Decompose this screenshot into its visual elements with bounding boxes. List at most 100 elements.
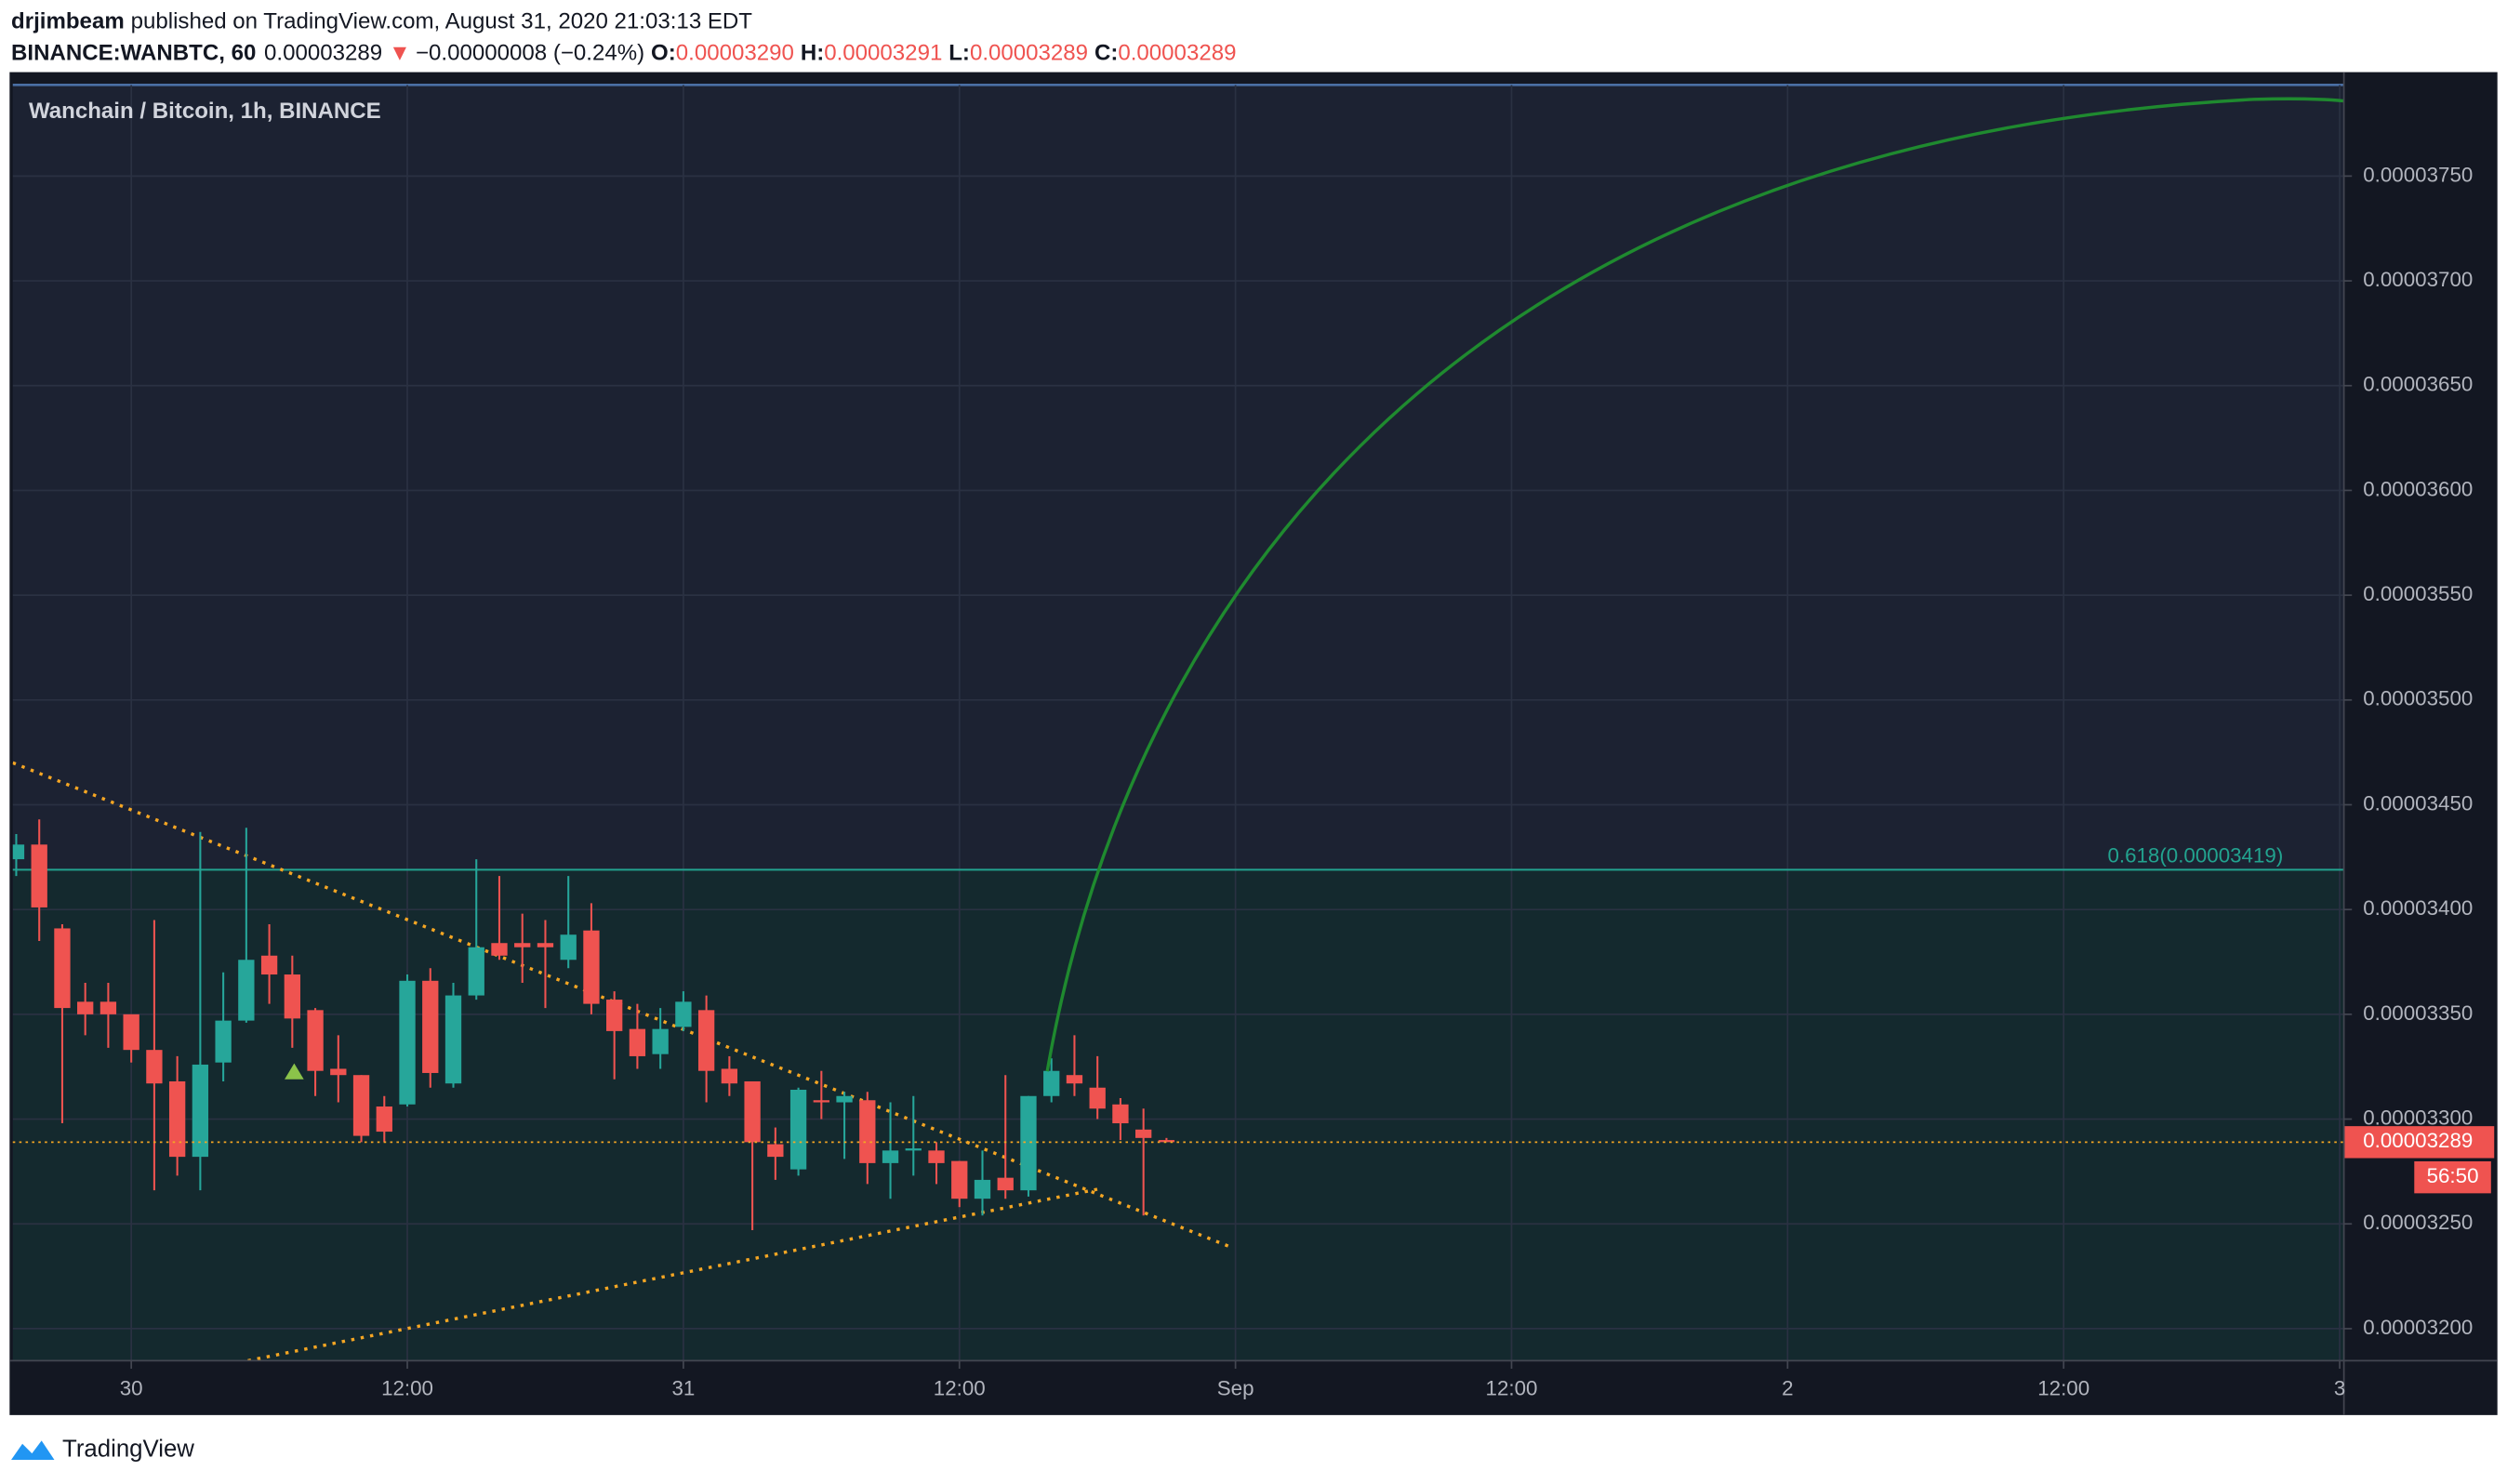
candle-body bbox=[54, 928, 71, 1009]
fib-zone bbox=[12, 869, 2344, 1361]
c-label: C: bbox=[1094, 41, 1118, 66]
y-tick-label: 0.00003300 bbox=[2363, 1106, 2473, 1129]
header-line: drjimbeam published on TradingView.com, A… bbox=[11, 9, 752, 34]
x-tick-label: 31 bbox=[671, 1376, 695, 1399]
y-tick-label: 0.00003250 bbox=[2363, 1211, 2473, 1234]
candle-body bbox=[789, 1089, 807, 1170]
candle-body bbox=[330, 1068, 347, 1076]
candle-body bbox=[629, 1028, 646, 1056]
last-price-box bbox=[2343, 1126, 2495, 1159]
candle-body bbox=[767, 1144, 784, 1158]
candle-body bbox=[606, 1000, 623, 1031]
candle-body bbox=[974, 1179, 991, 1199]
y-tick-label: 0.00003750 bbox=[2363, 163, 2473, 186]
projection-arc bbox=[1045, 97, 2344, 1072]
candle-body bbox=[882, 1150, 899, 1163]
x-tick-label: Sep bbox=[1217, 1376, 1254, 1399]
candle-body bbox=[31, 844, 47, 908]
candle-body bbox=[123, 1014, 139, 1051]
candle-body bbox=[307, 1010, 324, 1071]
candle-body bbox=[583, 930, 600, 1004]
candle-body bbox=[951, 1160, 968, 1199]
candle-body bbox=[514, 943, 531, 947]
x-tick-label: 12:00 bbox=[2037, 1376, 2089, 1399]
brand: TradingView bbox=[62, 1437, 194, 1463]
y-tick-label: 0.00003350 bbox=[2363, 1001, 2473, 1025]
change: −0.00000008 (−0.24%) bbox=[416, 41, 644, 66]
candle-body bbox=[399, 980, 416, 1105]
y-tick-label: 0.00003500 bbox=[2363, 687, 2473, 710]
candle-body bbox=[1112, 1104, 1129, 1124]
candle-body bbox=[284, 974, 300, 1019]
candle-body bbox=[905, 1148, 922, 1151]
symbol: BINANCE:WANBTC, 60 bbox=[11, 41, 256, 66]
x-tick-label: 12:00 bbox=[381, 1376, 433, 1399]
candle-body bbox=[444, 995, 462, 1084]
candle-body bbox=[168, 1080, 186, 1158]
candle-body bbox=[1158, 1140, 1175, 1143]
brand-logo bbox=[11, 1440, 55, 1461]
candle-body bbox=[1020, 1095, 1037, 1191]
candle-body bbox=[422, 980, 439, 1073]
trend-line-lower bbox=[247, 1186, 1104, 1361]
last-price-label: 0.00003289 bbox=[2363, 1129, 2473, 1152]
arrow: ▼ bbox=[389, 41, 411, 66]
x-tick-label: 30 bbox=[120, 1376, 143, 1399]
chart-legend: Wanchain / Bitcoin, 1h, BINANCE bbox=[29, 99, 381, 124]
y-tick-label: 0.00003550 bbox=[2363, 582, 2473, 605]
candle-body bbox=[697, 1010, 715, 1071]
last: 0.00003289 bbox=[264, 41, 382, 66]
y-tick-label: 0.00003400 bbox=[2363, 896, 2473, 920]
h-value: 0.00003291 bbox=[824, 41, 942, 66]
candle-body bbox=[352, 1075, 370, 1136]
candle-body bbox=[99, 1001, 117, 1014]
candle-body bbox=[537, 943, 554, 947]
o-label: O: bbox=[651, 41, 676, 66]
candle-body bbox=[997, 1177, 1014, 1191]
candle-body bbox=[1089, 1087, 1106, 1109]
candle-body bbox=[836, 1095, 853, 1103]
candle-body bbox=[238, 960, 255, 1021]
candle-body bbox=[859, 1100, 876, 1163]
author: drjimbeam bbox=[11, 9, 125, 34]
c-value: 0.00003289 bbox=[1118, 41, 1236, 66]
y-tick-label: 0.00003600 bbox=[2363, 477, 2473, 500]
candle-body bbox=[12, 844, 25, 860]
candle-body bbox=[192, 1064, 209, 1158]
l-label: L: bbox=[948, 41, 970, 66]
y-tick-label: 0.00003700 bbox=[2363, 268, 2473, 291]
candle-body bbox=[77, 1001, 94, 1014]
y-tick-label: 0.00003450 bbox=[2363, 791, 2473, 815]
candle-body bbox=[215, 1020, 232, 1063]
signal-marker bbox=[285, 1063, 304, 1080]
candle-body bbox=[1043, 1070, 1060, 1096]
candle-body bbox=[928, 1150, 945, 1163]
published: published on TradingView.com, August 31,… bbox=[131, 9, 753, 34]
countdown-box bbox=[2414, 1160, 2491, 1194]
fib-label: 0.618(0.00003419) bbox=[2107, 844, 2283, 868]
x-tick-label: 3 bbox=[2334, 1376, 2345, 1399]
candle-body bbox=[813, 1100, 829, 1103]
candle-body bbox=[1135, 1129, 1152, 1138]
candle-body bbox=[376, 1106, 392, 1133]
candle-body bbox=[146, 1050, 163, 1084]
x-tick-label: 12:00 bbox=[1486, 1376, 1538, 1399]
y-tick-label: 0.00003200 bbox=[2363, 1316, 2473, 1339]
candle-body bbox=[560, 934, 577, 961]
x-tick-label: 2 bbox=[1782, 1376, 1793, 1399]
candle-body bbox=[675, 1001, 692, 1027]
o-value: 0.00003290 bbox=[676, 41, 794, 66]
x-tick-label: 12:00 bbox=[934, 1376, 986, 1399]
countdown: 56:50 bbox=[2427, 1164, 2479, 1187]
candle-body bbox=[1066, 1075, 1083, 1084]
candle-body bbox=[468, 947, 484, 996]
candle-body bbox=[721, 1068, 738, 1084]
symbol-line: BINANCE:WANBTC, 60 0.00003289 ▼ −0.00000008… bbox=[11, 41, 1236, 66]
y-tick-label: 0.00003650 bbox=[2363, 373, 2473, 396]
l-value: 0.00003289 bbox=[970, 41, 1088, 66]
candle-body bbox=[491, 943, 508, 956]
candle-body bbox=[652, 1028, 669, 1054]
h-label: H: bbox=[801, 41, 824, 66]
candle-body bbox=[260, 955, 278, 975]
